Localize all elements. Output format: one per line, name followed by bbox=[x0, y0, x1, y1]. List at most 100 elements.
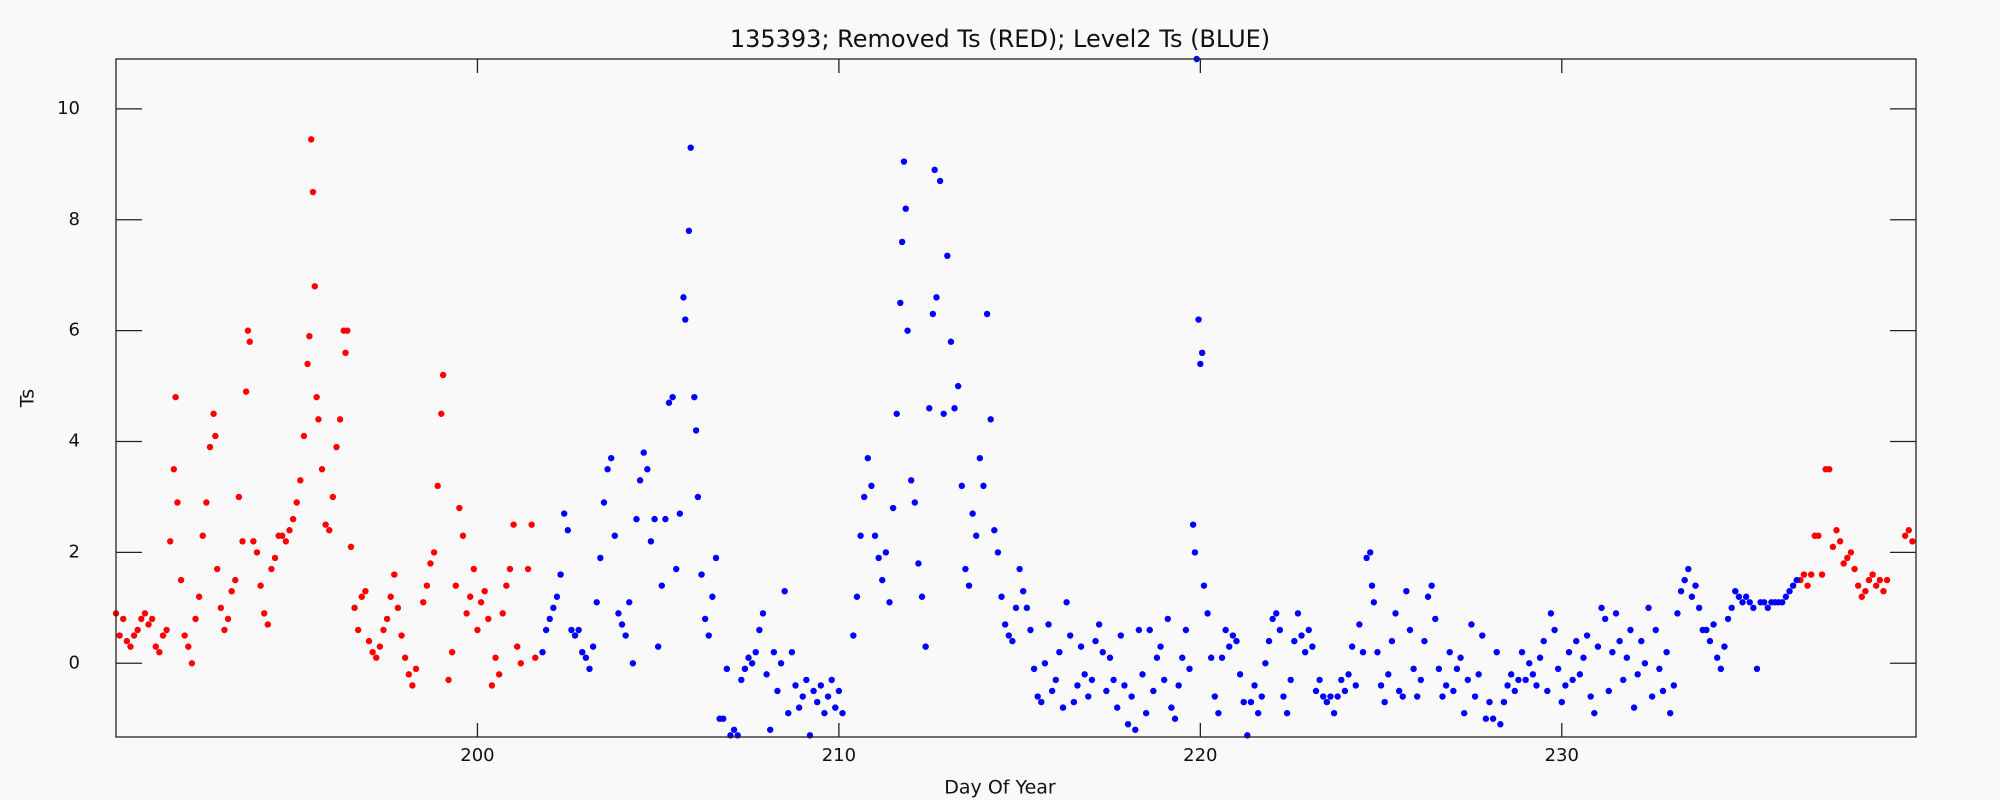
point bbox=[1710, 621, 1717, 628]
point bbox=[604, 466, 611, 473]
point bbox=[1742, 593, 1750, 600]
point bbox=[1880, 587, 1887, 595]
point bbox=[1085, 693, 1092, 700]
point bbox=[362, 587, 369, 595]
point bbox=[676, 510, 684, 517]
point bbox=[1150, 687, 1157, 695]
chart-title: 135393; Removed Ts (RED); Level2 Ts (BLU… bbox=[730, 25, 1270, 53]
point bbox=[936, 177, 944, 185]
point bbox=[973, 532, 980, 539]
point bbox=[1207, 654, 1215, 661]
point bbox=[1377, 682, 1385, 689]
point bbox=[701, 615, 709, 623]
point bbox=[1844, 554, 1851, 562]
point bbox=[1146, 626, 1153, 634]
point bbox=[1641, 660, 1649, 667]
point bbox=[210, 410, 217, 417]
point bbox=[206, 443, 214, 451]
point bbox=[1464, 676, 1472, 684]
point bbox=[1779, 599, 1786, 606]
point bbox=[459, 532, 467, 539]
point bbox=[235, 493, 243, 501]
point bbox=[915, 560, 922, 567]
point bbox=[1460, 709, 1468, 717]
point bbox=[1323, 698, 1331, 706]
point bbox=[289, 515, 297, 523]
point bbox=[900, 158, 908, 165]
point bbox=[514, 643, 521, 650]
point bbox=[1070, 698, 1078, 706]
point bbox=[626, 599, 633, 606]
point bbox=[1836, 538, 1844, 545]
point bbox=[673, 565, 680, 573]
point bbox=[886, 599, 893, 606]
point bbox=[1363, 554, 1370, 562]
point bbox=[354, 626, 362, 634]
point bbox=[1634, 671, 1641, 678]
point bbox=[748, 660, 756, 667]
point bbox=[1312, 687, 1320, 695]
point bbox=[145, 621, 152, 628]
point bbox=[817, 682, 825, 689]
point bbox=[1030, 665, 1038, 673]
point bbox=[1782, 593, 1790, 600]
y-tick-label: 10 bbox=[57, 98, 80, 119]
point bbox=[260, 610, 268, 617]
y-tick-label: 2 bbox=[69, 541, 80, 562]
y-tick-label: 8 bbox=[69, 209, 80, 230]
point bbox=[1826, 466, 1833, 473]
point bbox=[1334, 693, 1341, 700]
point bbox=[933, 294, 940, 301]
point bbox=[185, 643, 192, 650]
point bbox=[394, 604, 402, 612]
point bbox=[1717, 665, 1725, 673]
point bbox=[835, 687, 843, 695]
point bbox=[692, 427, 700, 434]
points bbox=[112, 55, 1916, 739]
point bbox=[629, 660, 637, 667]
point bbox=[931, 166, 938, 174]
point bbox=[434, 482, 441, 490]
point bbox=[607, 454, 615, 462]
point bbox=[1135, 626, 1143, 634]
point bbox=[553, 593, 561, 600]
point bbox=[1034, 693, 1041, 700]
point bbox=[271, 554, 279, 562]
point bbox=[1638, 637, 1645, 645]
point bbox=[1728, 604, 1735, 612]
point bbox=[1591, 709, 1598, 717]
point bbox=[980, 482, 987, 490]
point bbox=[1847, 549, 1855, 556]
point bbox=[333, 443, 340, 451]
point bbox=[123, 637, 131, 645]
point bbox=[987, 416, 994, 423]
point bbox=[853, 593, 861, 600]
point bbox=[1009, 637, 1016, 645]
point bbox=[1479, 632, 1486, 639]
point bbox=[170, 466, 178, 473]
point bbox=[1038, 698, 1045, 706]
point bbox=[821, 709, 828, 717]
point bbox=[127, 643, 134, 650]
point bbox=[188, 660, 196, 667]
point bbox=[1450, 687, 1457, 695]
point bbox=[546, 615, 553, 623]
point bbox=[409, 682, 416, 689]
point bbox=[1356, 621, 1363, 628]
point bbox=[785, 709, 792, 717]
point bbox=[1475, 671, 1482, 678]
y-tick-label: 6 bbox=[69, 320, 80, 341]
point bbox=[485, 615, 492, 623]
point bbox=[575, 626, 582, 634]
point bbox=[329, 493, 337, 501]
point bbox=[391, 571, 398, 578]
point bbox=[212, 432, 219, 440]
point bbox=[615, 610, 622, 617]
point bbox=[1374, 648, 1381, 656]
point bbox=[1851, 565, 1858, 573]
point bbox=[1764, 604, 1772, 612]
point bbox=[203, 499, 210, 506]
point bbox=[1027, 626, 1034, 634]
